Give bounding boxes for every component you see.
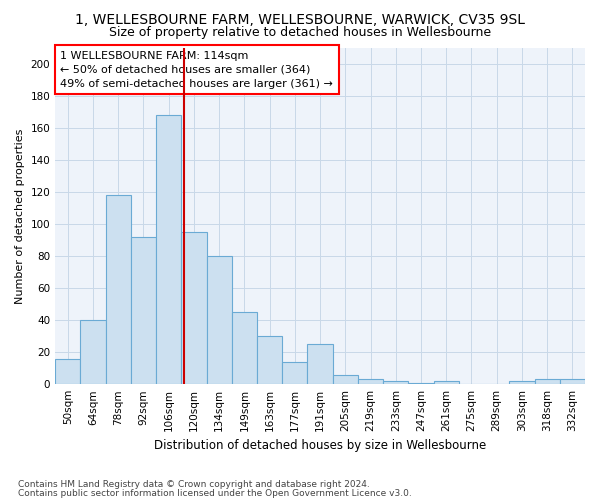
- Text: 1, WELLESBOURNE FARM, WELLESBOURNE, WARWICK, CV35 9SL: 1, WELLESBOURNE FARM, WELLESBOURNE, WARW…: [75, 12, 525, 26]
- Bar: [358, 380, 383, 384]
- Bar: [560, 380, 585, 384]
- Bar: [509, 381, 535, 384]
- Bar: [206, 256, 232, 384]
- Bar: [434, 381, 459, 384]
- Text: Contains public sector information licensed under the Open Government Licence v3: Contains public sector information licen…: [18, 488, 412, 498]
- Bar: [257, 336, 282, 384]
- Text: 1 WELLESBOURNE FARM: 114sqm
← 50% of detached houses are smaller (364)
49% of se: 1 WELLESBOURNE FARM: 114sqm ← 50% of det…: [61, 51, 334, 89]
- Text: Contains HM Land Registry data © Crown copyright and database right 2024.: Contains HM Land Registry data © Crown c…: [18, 480, 370, 489]
- Bar: [80, 320, 106, 384]
- Bar: [232, 312, 257, 384]
- Bar: [156, 115, 181, 384]
- Bar: [55, 358, 80, 384]
- Bar: [131, 236, 156, 384]
- Bar: [409, 382, 434, 384]
- Bar: [332, 374, 358, 384]
- Text: Size of property relative to detached houses in Wellesbourne: Size of property relative to detached ho…: [109, 26, 491, 39]
- Bar: [383, 381, 409, 384]
- Bar: [181, 232, 206, 384]
- Bar: [535, 380, 560, 384]
- X-axis label: Distribution of detached houses by size in Wellesbourne: Distribution of detached houses by size …: [154, 440, 486, 452]
- Bar: [282, 362, 307, 384]
- Bar: [106, 195, 131, 384]
- Y-axis label: Number of detached properties: Number of detached properties: [15, 128, 25, 304]
- Bar: [307, 344, 332, 384]
